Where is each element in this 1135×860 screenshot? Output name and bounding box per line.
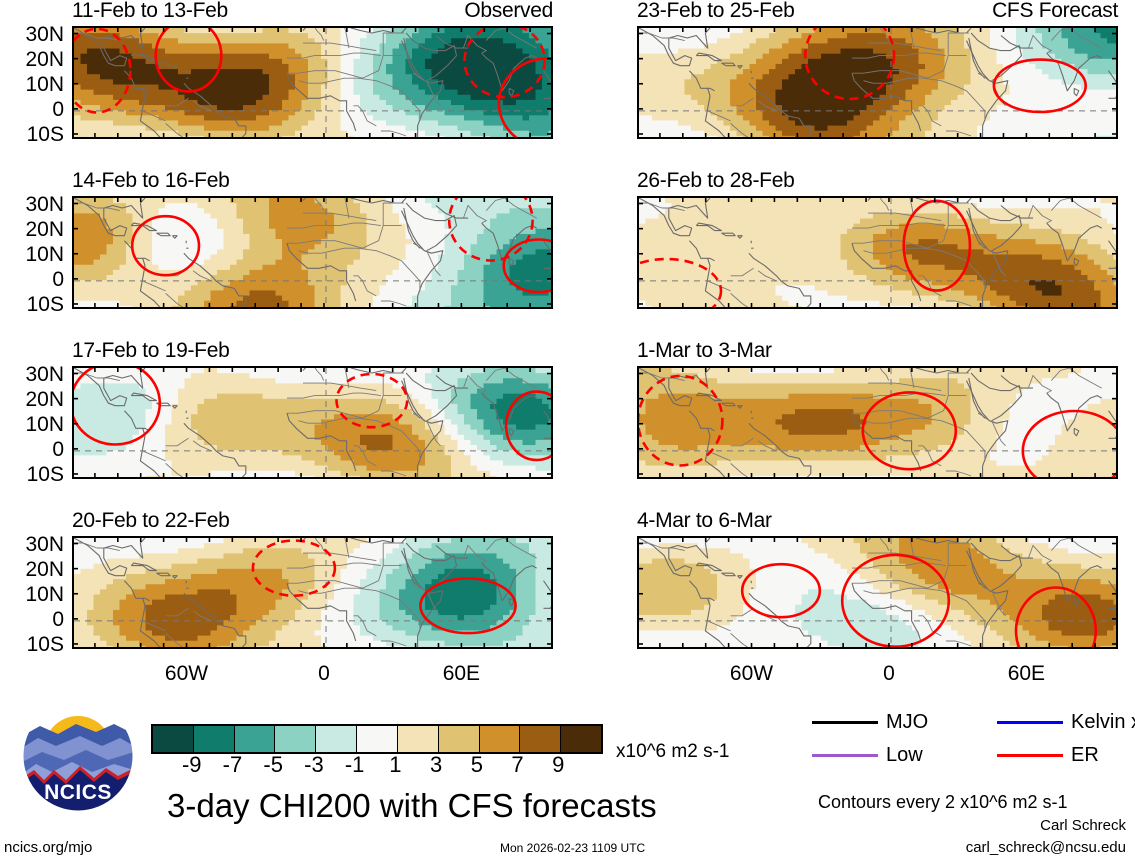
map-panel: 1-Mar to 3-Mar (637, 340, 1118, 479)
legend-item: Low (812, 745, 923, 765)
map-panel: 14-Feb to 16-Feb 30N 20N 10N 0 10S (25, 170, 553, 315)
colorbar-swatch (396, 726, 438, 752)
map-area (72, 26, 553, 139)
map-panel: 26-Feb to 28-Feb (637, 170, 1118, 309)
colorbar-swatch (519, 726, 561, 752)
y-axis-tick-label: 20N (25, 557, 64, 581)
map-area (637, 26, 1118, 139)
panel-title: 1-Mar to 3-Mar (637, 339, 772, 362)
map-panel: 11-Feb to 13-Feb Observed 30N 20N 10N 0 10S (25, 0, 553, 145)
legend-label: MJO (886, 711, 929, 733)
ncics-logo: NCICS (22, 700, 134, 812)
colorbar-swatch (560, 726, 601, 752)
y-axis-tick-label: 0 (52, 267, 64, 291)
y-axis-tick-label: 20N (25, 47, 64, 71)
colorbar-tick-label: 1 (389, 752, 402, 777)
map-panel: 20-Feb to 22-Feb 30N 20N 10N 0 10S 60W 0 60E (25, 510, 553, 684)
legend-line-swatch (997, 753, 1063, 757)
colorbar-swatch (437, 726, 479, 752)
panel-title: 4-Mar to 6-Mar (637, 509, 772, 532)
legend-label: Low (886, 744, 923, 766)
colorbar-swatch (274, 726, 316, 752)
map-area (72, 196, 553, 309)
wave-legend: MJO Kelvin x2 Low ER (812, 712, 1135, 772)
legend-line-swatch (997, 720, 1063, 724)
legend-label: Kelvin x2 (1071, 711, 1135, 733)
author-email: carl_schreck@ncsu.edu (965, 839, 1126, 856)
colorbar-tick-label: 7 (511, 752, 524, 777)
author-name: Carl Schreck (1040, 817, 1126, 834)
y-axis-tick-label: 30N (25, 362, 64, 386)
map-area (637, 196, 1118, 309)
colorbar-tick-label: 5 (470, 752, 483, 777)
y-axis-tick-label: 10N (25, 242, 64, 266)
contour-interval-note: Contours every 2 x10^6 m2 s-1 (818, 792, 1068, 812)
y-axis-tick-label: 10S (26, 122, 64, 146)
panel-title: 11-Feb to 13-Feb (72, 0, 228, 22)
colorbar-swatch (356, 726, 397, 752)
main-title: 3-day CHI200 with CFS forecasts (167, 787, 657, 824)
site-url[interactable]: ncics.org/mjo (4, 839, 93, 856)
y-axis-tick-label: 20N (25, 387, 64, 411)
x-axis-tick-label: 0 (318, 662, 330, 685)
colorbar-tick-label: -3 (304, 752, 324, 777)
y-axis-tick-label: 20N (25, 217, 64, 241)
panel-grid: 11-Feb to 13-Feb Observed 30N 20N 10N 0 10S 23-… (25, 0, 1118, 684)
y-axis-tick-label: 30N (25, 532, 64, 556)
colorbar-tick-label: 3 (429, 752, 443, 777)
map-panel: 23-Feb to 25-Feb CFS Forecast (637, 0, 1118, 139)
colorbar-tick-label: 9 (552, 752, 565, 777)
colorbar-swatch (153, 726, 193, 752)
colorbar-unit-label: x10^6 m2 s-1 (616, 741, 730, 762)
colorbar (151, 724, 603, 754)
map-area (637, 366, 1118, 479)
x-axis-tick-label: 0 (883, 662, 895, 685)
colorbar-tick-label: -7 (222, 752, 243, 777)
legend-item: Kelvin x2 (997, 712, 1135, 732)
map-area (72, 536, 553, 649)
colorbar-swatch (478, 726, 520, 752)
y-axis-tick-label: 0 (52, 437, 64, 461)
colorbar-swatch (315, 726, 357, 752)
column-header: Observed (464, 0, 553, 22)
x-axis-tick-label: 60E (1007, 662, 1046, 685)
y-axis-tick-label: 10N (25, 412, 64, 436)
y-axis-tick-label: 10S (26, 462, 64, 486)
x-axis-tick-label: 60E (442, 662, 481, 685)
colorbar-swatch (192, 726, 234, 752)
map-area (637, 536, 1118, 649)
x-axis-tick-label: 60W (729, 662, 774, 685)
column-header: CFS Forecast (992, 0, 1118, 22)
legend-item: ER (997, 745, 1099, 765)
y-axis-tick-label: 0 (52, 607, 64, 631)
y-axis-tick-label: 10S (26, 632, 64, 656)
map-area (72, 366, 553, 479)
y-axis-tick-label: 30N (25, 22, 64, 46)
panel-title: 14-Feb to 16-Feb (72, 169, 230, 192)
legend-line-swatch (812, 753, 878, 757)
y-axis-tick-label: 10N (25, 72, 64, 96)
legend-item: MJO (812, 712, 928, 732)
x-axis-tick-label: 60W (164, 662, 209, 685)
y-axis-tick-label: 10N (25, 582, 64, 606)
colorbar-swatch (233, 726, 275, 752)
legend-line-swatch (812, 720, 878, 724)
colorbar-tick-label: -5 (263, 752, 283, 777)
generation-timestamp: Mon 2026-02-23 1109 UTC (500, 841, 646, 855)
y-axis-tick-label: 0 (52, 97, 64, 121)
panel-title: 20-Feb to 22-Feb (72, 509, 230, 532)
panel-title: 23-Feb to 25-Feb (637, 0, 795, 22)
y-axis-tick-label: 30N (25, 192, 64, 216)
colorbar-tick-label: -9 (181, 752, 202, 777)
y-axis-tick-label: 10S (26, 292, 64, 316)
map-panel: 17-Feb to 19-Feb 30N 20N 10N 0 10S (25, 340, 553, 485)
panel-title: 17-Feb to 19-Feb (72, 339, 230, 362)
colorbar-tick-label: -1 (344, 752, 365, 777)
legend-label: ER (1071, 744, 1099, 766)
panel-title: 26-Feb to 28-Feb (637, 169, 795, 192)
map-panel: 4-Mar to 6-Mar 60W 0 60E (637, 510, 1118, 684)
